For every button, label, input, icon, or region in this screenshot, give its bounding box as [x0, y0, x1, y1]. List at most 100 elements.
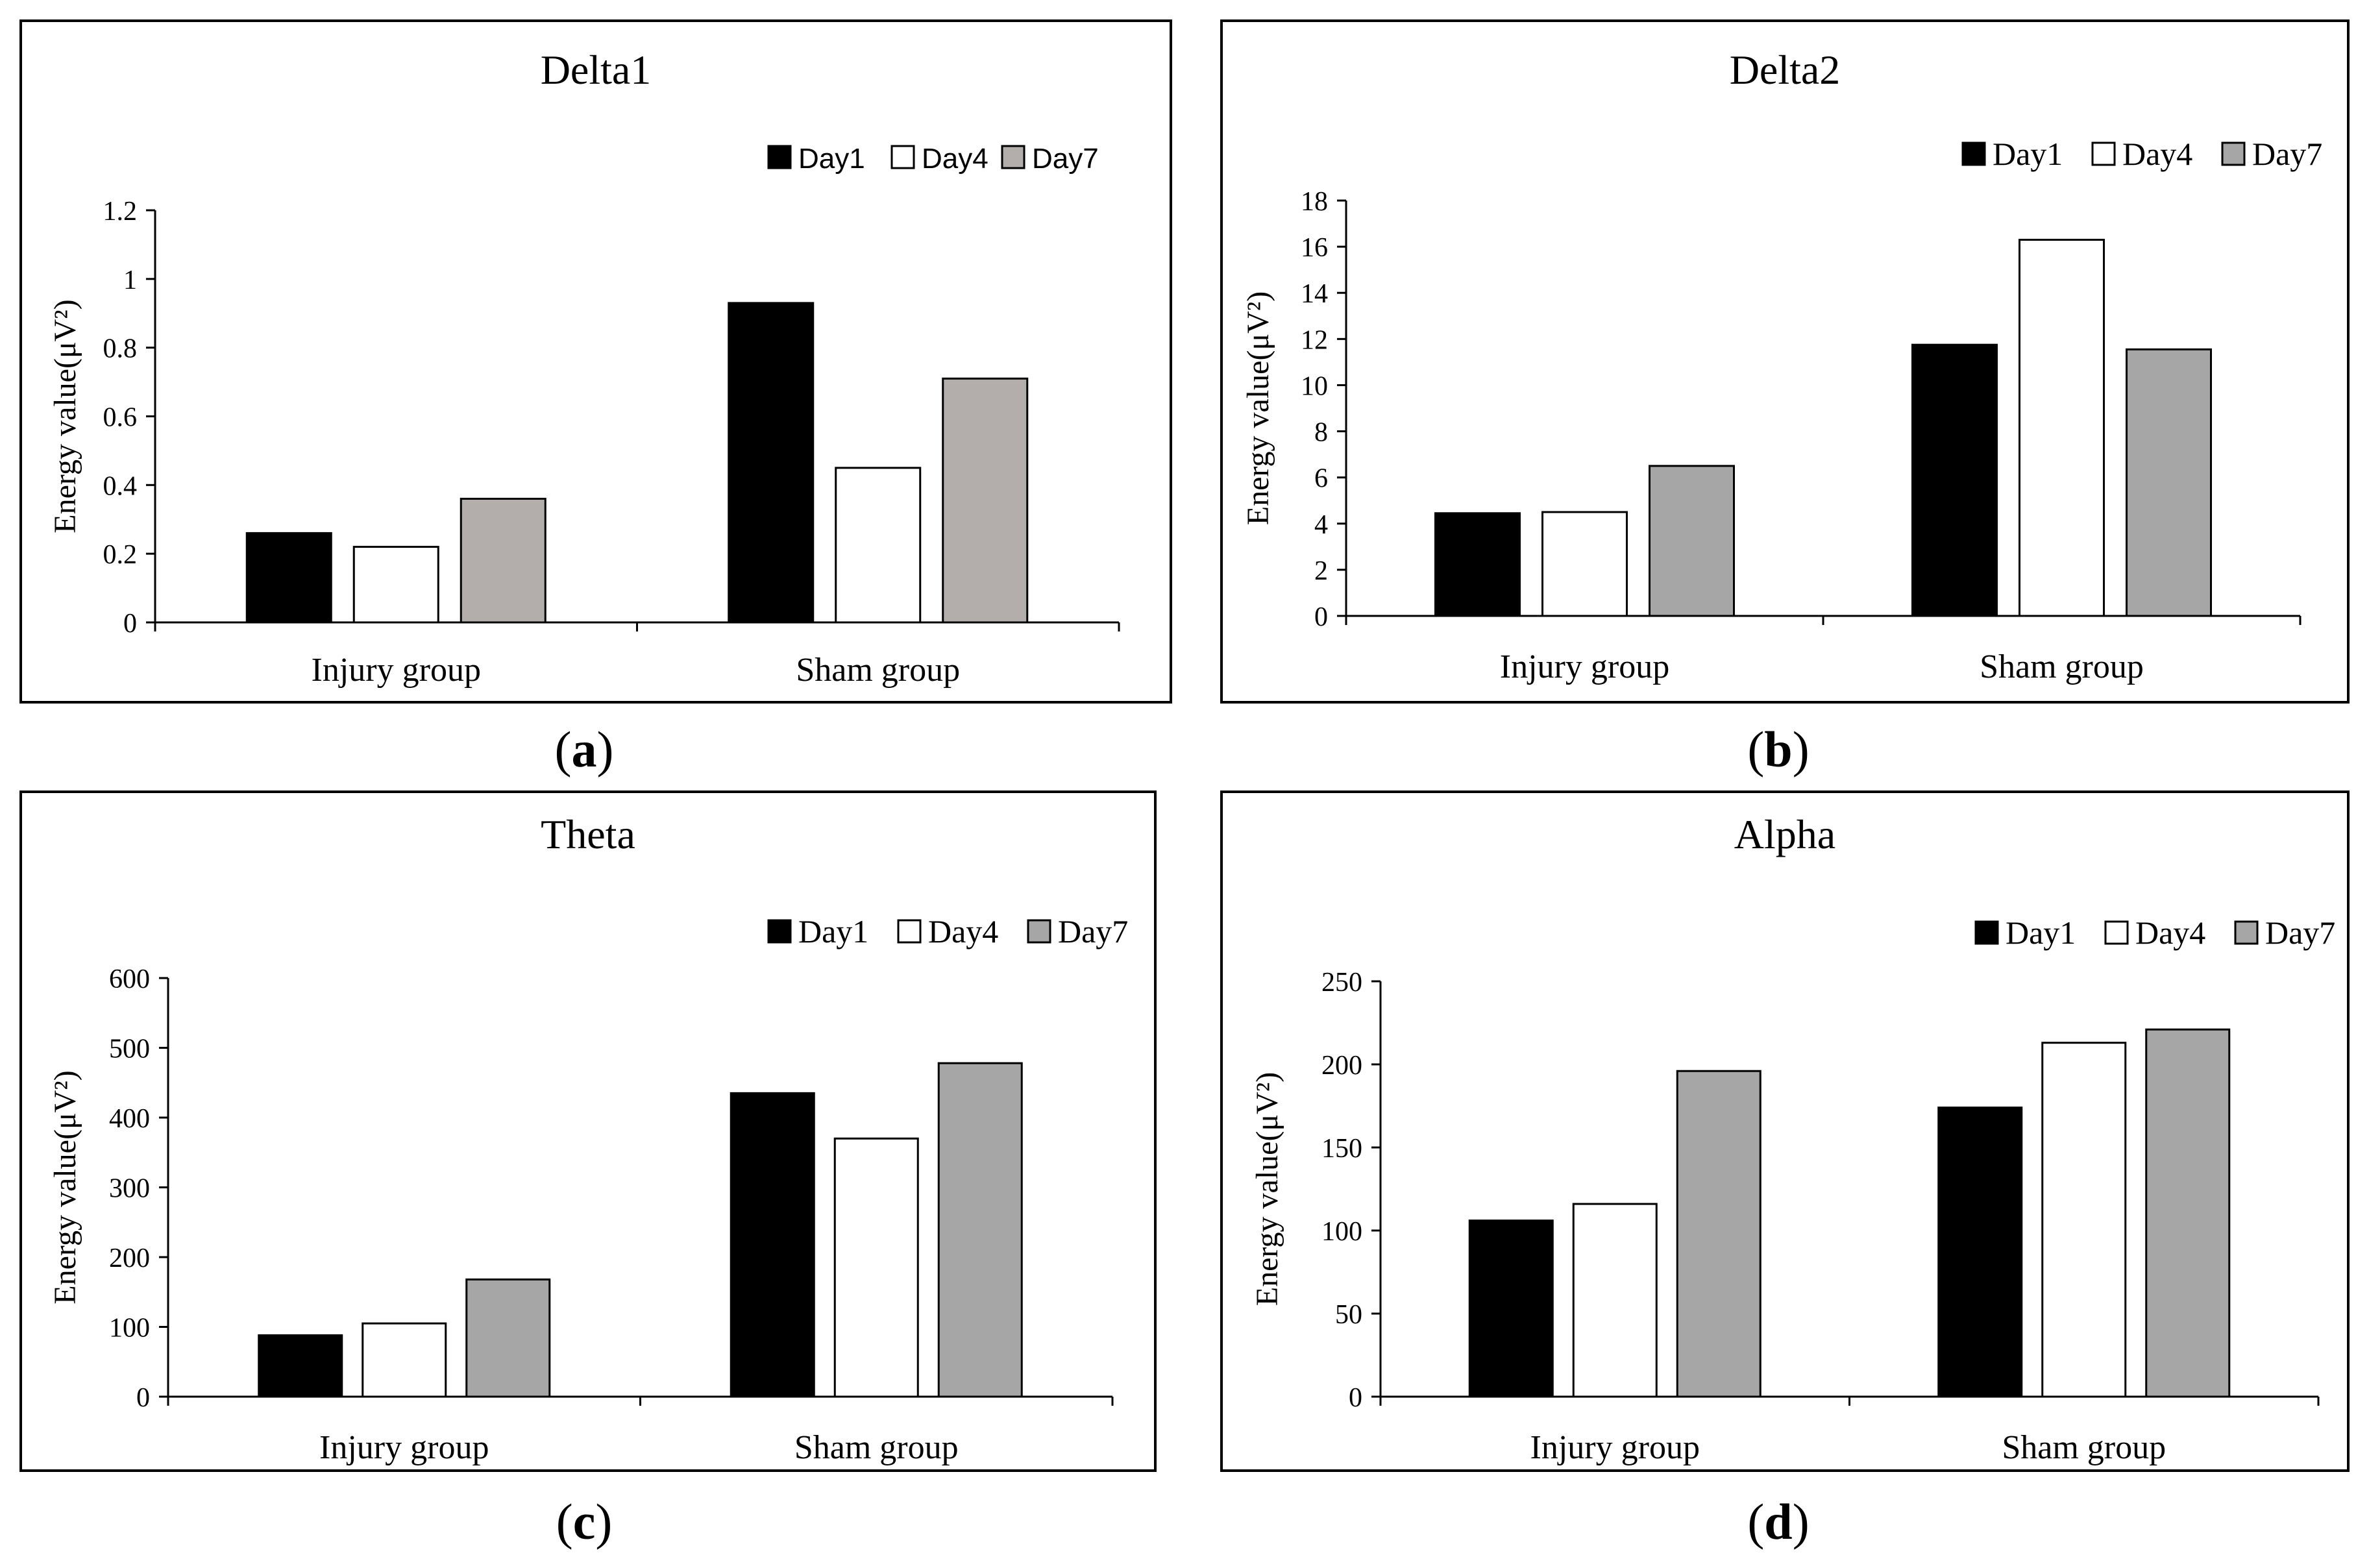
y-tick-label: 0.4 — [103, 471, 138, 501]
legend-label-day1: Day1 — [2006, 914, 2076, 951]
bar-day1-injury — [258, 1334, 343, 1398]
x-category-label: Sham group — [1980, 648, 2144, 685]
chart-title: Delta1 — [541, 47, 652, 93]
y-tick-label: 14 — [1301, 279, 1328, 309]
x-category-label: Injury group — [1500, 648, 1669, 685]
x-category-label: Sham group — [796, 652, 960, 689]
y-tick-label: 150 — [1321, 1134, 1362, 1164]
y-tick-label: 1.2 — [103, 197, 138, 227]
y-tick-label: 2 — [1314, 556, 1328, 586]
legend-swatch-day4 — [890, 145, 915, 169]
chart-svg-alpha: Alpha 0 50 100 150 200 250 Injury group Sham gro… — [1250, 811, 2335, 1466]
bar-day4-sham — [835, 467, 922, 624]
bar-day7-sham — [942, 377, 1029, 624]
bar-day4-sham — [2019, 238, 2105, 617]
legend-swatch-day7 — [2221, 141, 2246, 166]
chart-panel-delta2: Delta2 0 2 4 6 8 10 12 14 16 18 Injury group Sham gr… — [1220, 19, 2350, 704]
legend-swatch-day4 — [2091, 141, 2116, 166]
y-axis-label: Energy value(μV²) — [48, 299, 82, 533]
legend-label-day7: Day7 — [2252, 136, 2322, 172]
bar-day1-sham — [1937, 1107, 2023, 1398]
bar-day4-sham — [2041, 1042, 2127, 1398]
legend-label-day7: Day7 — [1032, 143, 1099, 175]
legend-label-day1: Day1 — [798, 913, 868, 949]
bar-day7-sham — [2145, 1028, 2231, 1398]
legend-swatch-day4 — [897, 919, 922, 944]
x-category-label: Injury group — [312, 652, 481, 689]
y-tick-label: 50 — [1335, 1300, 1362, 1330]
y-tick-label: 250 — [1321, 968, 1362, 998]
bar-day4-injury — [362, 1322, 447, 1398]
y-tick-label: 500 — [109, 1035, 150, 1064]
bar-day7-injury — [1676, 1070, 1761, 1398]
y-tick-label: 0.6 — [103, 403, 138, 433]
legend-label-day4: Day4 — [2122, 136, 2192, 172]
caption-b: (b) — [1747, 721, 1810, 778]
y-tick-label: 100 — [109, 1314, 150, 1343]
bar-day1-injury — [1434, 512, 1521, 617]
legend-swatch-day1 — [1974, 920, 1999, 945]
y-tick-label: 200 — [1321, 1051, 1362, 1081]
y-tick-label: 100 — [1321, 1217, 1362, 1247]
y-axis-label: Energy value(μV²) — [1241, 291, 1275, 525]
chart-svg-delta2: Delta2 0 2 4 6 8 10 12 14 16 18 Injury group Sham gr… — [1241, 47, 2322, 685]
bar-day7-sham — [2126, 348, 2212, 617]
bar-day4-injury — [352, 546, 439, 624]
y-tick-label: 300 — [109, 1174, 150, 1204]
bar-day4-sham — [833, 1137, 919, 1398]
legend-label-day4: Day4 — [2135, 914, 2205, 951]
y-tick-label: 8 — [1314, 418, 1328, 448]
bar-day7-injury — [1649, 465, 1735, 617]
y-axis-label: Energy value(μV²) — [48, 1070, 82, 1304]
y-tick-label: 16 — [1301, 233, 1328, 263]
chart-panel-delta1: Delta1 0 0.2 0.4 0.6 0.8 1 1.2 Injury group Sham … — [19, 19, 1172, 704]
bar-day7-injury — [465, 1278, 551, 1398]
y-tick-label: 0 — [1349, 1383, 1362, 1413]
legend-label-day7: Day7 — [2265, 914, 2335, 951]
bar-day1-sham — [730, 1092, 815, 1398]
legend-swatch-day7 — [1001, 145, 1025, 169]
chart-svg-delta1: Delta1 0 0.2 0.4 0.6 0.8 1 1.2 Injury group Sham … — [48, 47, 1120, 689]
bar-day1-injury — [1468, 1219, 1554, 1398]
y-tick-label: 0 — [1314, 602, 1328, 632]
y-tick-label: 6 — [1314, 464, 1328, 494]
y-tick-label: 400 — [109, 1104, 150, 1134]
chart-title: Delta2 — [1730, 47, 1841, 93]
x-category-label: Sham group — [794, 1429, 959, 1466]
bar-day1-sham — [1911, 343, 1998, 617]
legend-swatch-day1 — [767, 919, 792, 944]
chart-panel-alpha: Alpha 0 50 100 150 200 250 Injury group Sham gro… — [1220, 790, 2350, 1472]
x-category-label: Injury group — [1530, 1429, 1700, 1466]
legend-label-day7: Day7 — [1058, 913, 1128, 949]
caption-c: (c) — [556, 1493, 613, 1550]
legend-swatch-day1 — [1961, 141, 1986, 166]
bar-day1-injury — [245, 532, 332, 624]
y-tick-label: 0.2 — [103, 540, 138, 570]
y-axis-label: Energy value(μV²) — [1250, 1072, 1284, 1306]
chart-panel-theta: Theta 0 100 200 300 400 500 600 Injury group Sham… — [19, 790, 1157, 1472]
x-category-label: Injury group — [319, 1429, 489, 1466]
y-tick-label: 1 — [123, 265, 137, 295]
legend-label-day4: Day4 — [928, 913, 998, 949]
y-tick-label: 0.8 — [103, 334, 138, 364]
legend-swatch-day1 — [767, 145, 792, 169]
y-tick-label: 0 — [136, 1383, 150, 1413]
bar-day4-injury — [1541, 511, 1628, 617]
legend-swatch-day7 — [2234, 920, 2259, 945]
x-category-label: Sham group — [2002, 1429, 2166, 1466]
caption-d: (d) — [1747, 1493, 1810, 1550]
bar-day1-sham — [728, 302, 815, 624]
legend-label-day1: Day1 — [1993, 136, 2063, 172]
y-tick-label: 600 — [109, 964, 150, 994]
y-tick-label: 12 — [1301, 325, 1328, 355]
y-tick-label: 0 — [123, 609, 137, 639]
chart-title: Alpha — [1734, 811, 1835, 857]
bar-day4-injury — [1572, 1203, 1658, 1398]
chart-title: Theta — [541, 811, 635, 857]
y-tick-label: 18 — [1301, 187, 1328, 217]
legend-swatch-day4 — [2104, 920, 2129, 945]
bar-day7-sham — [937, 1062, 1023, 1398]
legend-label-day4: Day4 — [922, 143, 988, 175]
y-tick-label: 200 — [109, 1243, 150, 1273]
legend-swatch-day7 — [1027, 919, 1051, 944]
